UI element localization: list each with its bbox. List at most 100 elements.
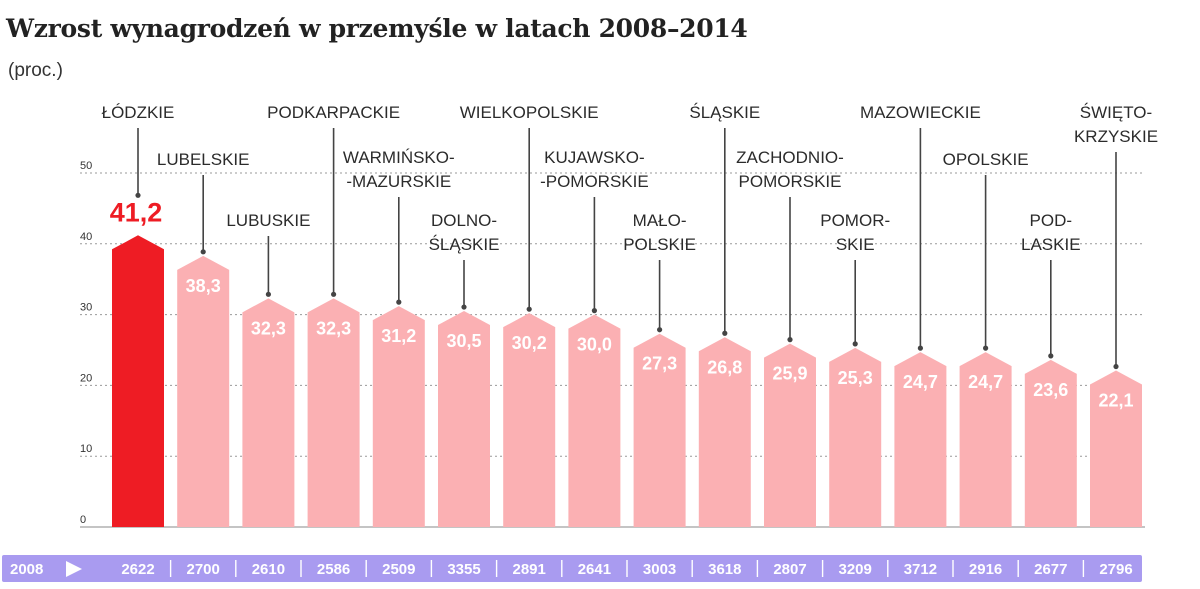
leader-dot	[722, 330, 728, 336]
category-label: -MAZURSKIE	[346, 172, 451, 191]
bar	[112, 235, 164, 527]
category-label: SKIE	[836, 235, 875, 254]
category-label: ZACHODNIO-	[736, 148, 844, 167]
data-label: 23,6	[1033, 380, 1068, 400]
data-label: 26,8	[707, 357, 742, 377]
leader-dot	[200, 249, 206, 255]
bar	[959, 352, 1012, 527]
bar	[829, 347, 882, 527]
labels-layer: 41,2 ŁÓDZKIE 38,3 LUBELSKIE 32,3 LUBUSKIE 32,3…	[102, 103, 1158, 411]
bar	[633, 333, 686, 527]
bar	[503, 313, 556, 527]
footer-value: 2916	[969, 561, 1002, 578]
leader-dot	[396, 299, 402, 305]
y-tick-label: 50	[80, 160, 92, 172]
data-label: 30,5	[446, 331, 481, 351]
category-label: MAZOWIECKIE	[860, 103, 981, 122]
footer-value: 3618	[708, 561, 741, 578]
footer-value: 2641	[578, 561, 611, 578]
data-label: 25,3	[838, 368, 873, 388]
category-label: KUJAWSKO-	[544, 148, 644, 167]
data-label: 25,9	[772, 364, 807, 384]
bar	[438, 311, 490, 527]
footer-value: 2807	[773, 561, 806, 578]
y-tick-label: 10	[80, 443, 92, 455]
bar	[177, 255, 230, 527]
category-label: MAŁO-	[633, 211, 687, 230]
chart-unit: (proc.)	[8, 60, 63, 81]
bars-layer	[112, 235, 1142, 527]
data-label: 22,1	[1098, 391, 1133, 411]
leader-dot	[135, 192, 141, 198]
category-label: POMOR-	[820, 211, 890, 230]
footer-value: 3209	[839, 561, 872, 578]
leader-dot	[852, 341, 858, 347]
category-label: POMORSKIE	[739, 172, 842, 191]
footer-value: 3355	[447, 561, 480, 578]
footer-value: 2622	[121, 561, 154, 578]
play-arrow-icon	[66, 561, 82, 577]
category-label: ŁÓDZKIE	[102, 103, 175, 122]
category-label: POLSKIE	[623, 235, 696, 254]
footer-value: 2610	[252, 561, 285, 578]
footer-value: 2796	[1099, 561, 1132, 578]
bar	[764, 343, 816, 527]
data-label: 41,2	[110, 197, 163, 227]
footer-value: 3003	[643, 561, 676, 578]
category-label: POD-	[1030, 211, 1073, 230]
leader-dot	[983, 345, 989, 351]
category-label: ŚWIĘTO-	[1080, 103, 1152, 122]
footer-value: 2700	[187, 561, 220, 578]
data-label: 38,3	[186, 276, 221, 296]
leader-dot	[591, 308, 598, 314]
category-label: WIELKOPOLSKIE	[460, 103, 599, 122]
category-label: LUBUSKIE	[226, 211, 310, 230]
leader-dot	[787, 337, 793, 343]
y-tick-label: 40	[80, 231, 92, 243]
data-label: 24,7	[968, 372, 1003, 392]
footer-value: 2677	[1034, 561, 1067, 578]
y-tick-label: 20	[80, 372, 92, 384]
footer-year-label: 2008	[10, 561, 43, 578]
data-label: 30,0	[577, 335, 612, 355]
leader-dot	[331, 291, 337, 297]
chart-title: Wzrost wynagrodzeń w przemyśle w latach …	[6, 14, 748, 43]
leader-dot	[265, 291, 271, 297]
category-label: KRZYSKIE	[1074, 127, 1158, 146]
category-label: -POMORSKIE	[540, 172, 649, 191]
bar	[307, 298, 360, 527]
footer-value: 3712	[904, 561, 937, 578]
category-label: DOLNO-	[431, 211, 497, 230]
leader-dot	[461, 304, 467, 310]
category-label: PODKARPACKIE	[267, 103, 400, 122]
footer-background	[2, 555, 1142, 582]
leader-dot	[1048, 353, 1054, 359]
category-label: OPOLSKIE	[943, 150, 1029, 169]
data-label: 24,7	[903, 372, 938, 392]
category-label: WARMIŃSKO-	[343, 148, 455, 167]
bar	[894, 352, 947, 527]
leader-dot	[1113, 363, 1119, 370]
bar	[372, 306, 425, 527]
category-label: ŚLĄSKIE	[429, 235, 500, 254]
y-tick-label: 0	[80, 514, 86, 526]
category-label: LASKIE	[1021, 235, 1081, 254]
leader-dot	[526, 306, 532, 312]
bar	[1090, 370, 1142, 527]
bar	[1024, 359, 1077, 527]
bar	[242, 298, 295, 527]
data-label: 32,3	[251, 318, 286, 338]
data-label: 32,3	[316, 318, 351, 338]
data-label: 27,3	[642, 354, 677, 374]
footer-value: 2586	[317, 561, 350, 578]
bar	[568, 314, 621, 527]
category-label: LUBELSKIE	[157, 150, 250, 169]
footer-value: 2891	[513, 561, 546, 578]
data-label: 31,2	[381, 326, 416, 346]
category-label: ŚLĄSKIE	[689, 103, 760, 122]
footer-value: 2509	[382, 561, 415, 578]
data-label: 30,2	[512, 333, 547, 353]
leader-dot	[657, 327, 663, 333]
leader-dot	[917, 345, 924, 351]
